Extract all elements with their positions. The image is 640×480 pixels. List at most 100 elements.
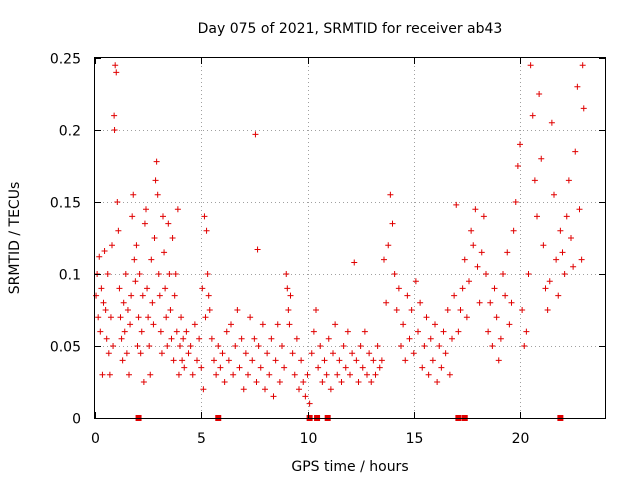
data-point (398, 343, 404, 349)
data-point (359, 364, 366, 371)
data-point (559, 249, 566, 256)
data-point (393, 307, 400, 313)
data-point (457, 307, 464, 313)
data-point (203, 227, 210, 234)
data-point (432, 321, 438, 328)
x-axis-label: GPS time / hours (291, 459, 408, 475)
data-point (181, 364, 188, 371)
data-point (202, 314, 209, 321)
data-point (272, 357, 279, 364)
y-tick-labels: 0 0.05 0.1 0.15 0.2 0.25 (50, 52, 81, 428)
data-point (143, 206, 149, 213)
data-point (255, 343, 262, 349)
data-point (162, 285, 169, 292)
data-point (355, 379, 362, 385)
data-point (165, 220, 172, 227)
data-point (493, 314, 500, 321)
data-point (381, 256, 387, 263)
data-point (284, 285, 291, 292)
data-point (172, 271, 179, 277)
data-point (570, 263, 577, 270)
data-point (141, 220, 148, 227)
data-point (368, 379, 375, 385)
data-point (421, 343, 428, 349)
data-point (468, 227, 475, 234)
data-point (194, 357, 200, 364)
data-point (551, 191, 557, 198)
data-point (510, 227, 517, 234)
data-point (517, 141, 523, 148)
data-point (228, 321, 234, 328)
data-point (157, 328, 164, 335)
data-point (514, 163, 521, 169)
data-point (459, 285, 466, 292)
y-axis-label: SRMTID / TECUs (7, 182, 23, 295)
data-point (179, 357, 186, 364)
data-point (249, 357, 256, 364)
data-point (133, 242, 140, 249)
data-point (461, 256, 468, 263)
data-point (259, 321, 266, 328)
data-point (296, 386, 302, 393)
data-point (149, 299, 156, 306)
data-point (349, 350, 356, 357)
y-tick-label: 0.15 (50, 196, 81, 212)
data-point (285, 307, 292, 313)
data-point (175, 371, 182, 378)
data-point (334, 371, 341, 378)
data-point (557, 227, 564, 234)
data-point (109, 242, 115, 249)
data-point (419, 364, 426, 371)
data-point (483, 271, 489, 277)
data-point (115, 227, 122, 234)
data-point (291, 371, 298, 378)
data-point (523, 328, 530, 335)
data-point (400, 321, 407, 328)
data-point (293, 335, 300, 342)
data-point (95, 314, 102, 321)
data-point (208, 335, 215, 342)
y-tick-label: 0.05 (50, 340, 81, 356)
data-point (158, 350, 165, 357)
data-point (555, 292, 562, 299)
data-point (126, 371, 132, 378)
data-point (97, 328, 104, 335)
data-point (568, 235, 574, 241)
data-point (135, 314, 142, 321)
data-point (538, 155, 545, 162)
data-point (408, 307, 415, 313)
data-point (480, 213, 487, 220)
data-point (116, 285, 123, 292)
data-point (315, 364, 322, 371)
data-point (240, 386, 247, 393)
data-point (107, 314, 114, 321)
data-point (99, 371, 106, 378)
data-point (344, 328, 351, 335)
data-point (201, 213, 208, 220)
data-point (223, 328, 230, 335)
data-point (372, 371, 379, 378)
data-point (164, 343, 171, 349)
data-point (145, 314, 152, 321)
data-point (429, 357, 436, 364)
data-point (270, 393, 277, 400)
data-point (466, 278, 472, 285)
data-point (211, 357, 217, 364)
data-point (155, 271, 162, 277)
data-point (531, 177, 538, 184)
data-point (152, 177, 159, 184)
data-point (478, 249, 485, 256)
data-points (93, 62, 587, 407)
data-point (113, 69, 120, 76)
data-point (423, 314, 430, 321)
data-point (395, 285, 402, 292)
data-point (196, 335, 203, 342)
data-point (300, 379, 307, 385)
data-point (213, 371, 220, 378)
data-point (112, 62, 119, 69)
data-point (148, 256, 155, 263)
data-point (374, 343, 381, 349)
data-point (205, 292, 212, 299)
data-point (281, 364, 288, 371)
data-point (101, 247, 108, 254)
